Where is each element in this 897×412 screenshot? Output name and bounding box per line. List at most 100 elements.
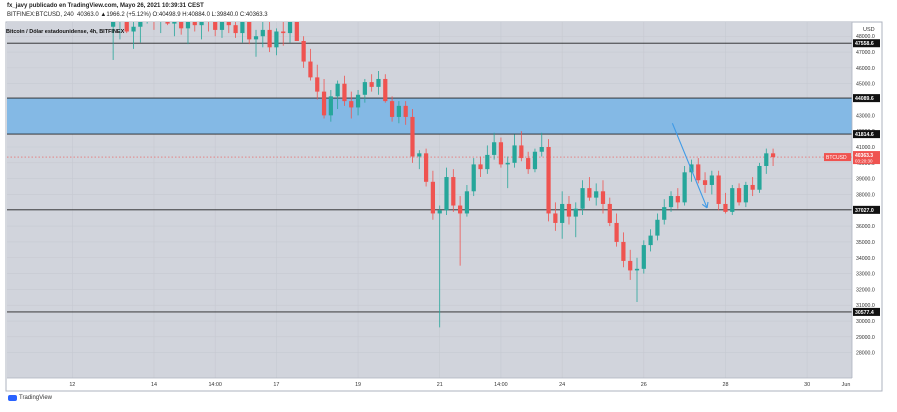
tradingview-logo[interactable]: TradingView <box>8 395 52 401</box>
candle-body <box>743 184 748 203</box>
y-tick-label: 45000.0 <box>856 82 875 88</box>
candle-body <box>662 207 667 220</box>
candle-body <box>247 22 252 40</box>
candle-body <box>294 22 299 41</box>
candle-body <box>519 145 524 159</box>
level-tag <box>853 130 880 139</box>
candle-body <box>492 142 497 155</box>
candle-body <box>641 245 646 269</box>
candle-body <box>498 142 504 165</box>
candle-body <box>526 158 531 170</box>
candle-body <box>607 203 612 223</box>
candle-body <box>532 151 538 170</box>
candle-body <box>634 268 640 271</box>
level-tag <box>853 205 880 214</box>
candle-body <box>131 26 136 32</box>
candle-body <box>226 22 231 26</box>
candle-body <box>723 203 728 212</box>
candle-body <box>274 31 279 48</box>
candle-body <box>179 22 184 29</box>
candle-body <box>587 188 592 198</box>
y-tick-label: 38000.0 <box>856 192 875 198</box>
candle-body <box>757 165 762 190</box>
x-tick-label: 28 <box>722 382 728 388</box>
candle-body <box>736 188 742 203</box>
candle-body <box>315 77 320 92</box>
candle-body <box>750 184 755 190</box>
candle-body <box>260 29 265 37</box>
symbol-tag-label: BTCUSD <box>826 155 847 161</box>
candle-body <box>328 96 333 116</box>
candle-body <box>240 22 245 34</box>
candle-body <box>471 164 476 192</box>
y-tick-label: 34000.0 <box>856 256 875 262</box>
candle-body <box>573 208 578 217</box>
candle-body <box>437 210 442 214</box>
y-tick-label: 46000.0 <box>856 66 875 72</box>
candle-body <box>253 36 259 40</box>
candle-body <box>716 175 721 204</box>
candle-body <box>458 205 463 214</box>
y-tick-label: 35000.0 <box>856 240 875 246</box>
tradingview-icon <box>8 395 17 401</box>
forecast-arrowhead <box>701 203 708 209</box>
resistance-zone <box>7 98 852 135</box>
y-tick-label: 32000.0 <box>856 287 875 293</box>
candle-body <box>335 83 340 97</box>
candle-body <box>159 14 163 22</box>
level-tag-label: 44089.6 <box>855 96 874 102</box>
candle-body <box>478 164 483 170</box>
candle-body <box>546 146 551 214</box>
x-tick-label: 12 <box>69 382 75 388</box>
candle-body <box>485 154 490 170</box>
candle-body <box>512 145 517 163</box>
y-tick-label: 30000.0 <box>856 319 875 325</box>
level-tag-label: 30577.4 <box>855 310 874 316</box>
candle-body <box>383 78 388 102</box>
candle-body <box>172 22 177 24</box>
y-tick-label: 48000.0 <box>856 34 875 40</box>
candle-body <box>451 177 456 206</box>
candle-body <box>145 16 149 19</box>
candle-body <box>389 101 395 117</box>
x-tick-label: 26 <box>641 382 647 388</box>
candle-body <box>355 94 361 108</box>
candle-body <box>628 260 633 271</box>
level-tag <box>853 39 880 48</box>
candle-body <box>730 188 735 212</box>
candles-group <box>111 14 776 328</box>
x-tick-label: 17 <box>273 382 279 388</box>
x-tick-label: 14 <box>151 382 157 388</box>
chart-title: Bitcoin / Dólar estadounidense, 4h, BITF… <box>6 29 125 35</box>
candle-body <box>614 222 619 242</box>
x-tick-label: 24 <box>559 382 565 388</box>
x-tick-label: 14:00 <box>208 382 222 388</box>
candle-body <box>580 188 585 209</box>
candle-body <box>410 116 415 157</box>
symbol-info: BITFINEX:BTCUSD, 240 40363.0 ▲1966.2 (+5… <box>7 12 268 19</box>
last-price-label: 40363.3 <box>855 153 873 159</box>
ohlc-values: 40363.0 ▲1966.2 (+5.12%) O:40498.9 H:408… <box>77 12 268 18</box>
candle-body <box>376 78 381 87</box>
x-tick-label: 30 <box>804 382 810 388</box>
tradingview-brand: TradingView <box>19 395 53 401</box>
publish-info: fx_javy publicado en TradingView.com, Ma… <box>7 3 204 10</box>
y-tick-label: 43000.0 <box>856 113 875 119</box>
level-tag-label: 47558.6 <box>855 41 874 47</box>
candle-body <box>696 164 701 181</box>
candle-body <box>185 22 191 29</box>
level-tag-label: 41814.6 <box>855 132 874 138</box>
candle-body <box>709 175 714 185</box>
level-tag <box>853 94 880 103</box>
forecast-arrowhead <box>706 201 709 208</box>
symbol-label: BITFINEX:BTCUSD, 240 <box>7 12 74 18</box>
candle-body <box>600 191 606 204</box>
candle-body <box>444 177 449 211</box>
y-tick-label: 28000.0 <box>856 351 875 357</box>
candle-body <box>111 22 116 27</box>
candle-body <box>464 191 470 214</box>
y-tick-label: 29000.0 <box>856 335 875 341</box>
candle-body <box>764 153 769 166</box>
candle-body <box>682 172 687 203</box>
